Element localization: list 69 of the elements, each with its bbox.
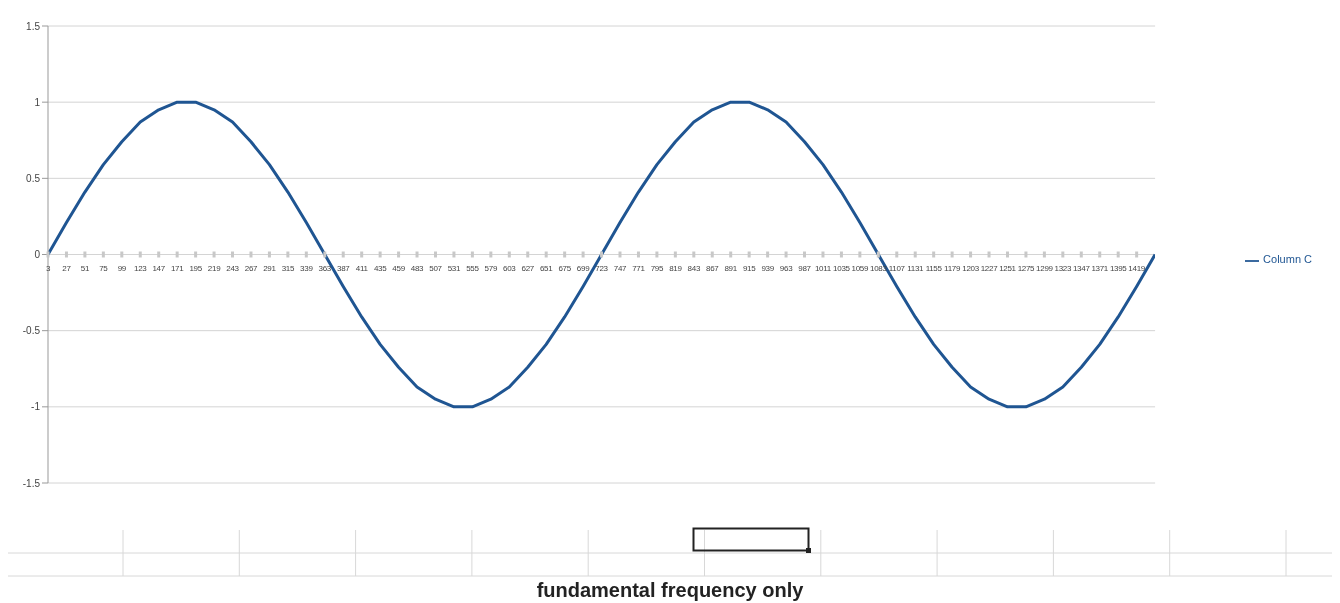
legend-label: Column C [1263,253,1312,266]
x-tick-label: 939 [761,263,775,273]
x-tick-label: 531 [447,263,462,273]
x-tick-label: 579 [484,263,498,273]
x-tick-label: 1347 [1072,263,1091,273]
x-tick-label: 771 [632,263,646,273]
y-tick-label: 1 [34,96,41,108]
text: fundamental frequency only [535,579,805,602]
x-tick-label: 963 [779,263,794,273]
x-tick-label: 1035 [833,263,851,273]
x-tick-label: 723 [595,263,609,273]
x-tick-label: 243 [226,263,240,273]
x-tick-label: 603 [503,263,517,273]
x-tick-label: 51 [80,263,90,273]
x-tick-label: 315 [281,263,295,273]
x-tick-label: 699 [576,263,591,273]
x-tick-label: 747 [613,263,628,273]
x-tick-label: 1395 [1109,263,1128,273]
x-tick-label: 1299 [1036,263,1054,273]
x-tick-label: 891 [724,263,738,273]
y-tick-label: 0.5 [26,172,41,184]
x-tick-label: 195 [189,263,203,273]
x-tick-label: 819 [669,263,683,273]
x-tick-label: 123 [134,263,148,273]
y-tick-label: -1 [31,401,41,413]
x-tick-label: 651 [539,263,554,273]
x-tick-label: 867 [706,263,720,273]
x-tick-label: 1371 [1091,263,1109,273]
x-tick-label: 507 [429,263,443,273]
x-tick-label: 3 [45,263,51,273]
y-tick-label: 0 [34,249,41,261]
x-tick-label: 1155 [925,263,943,273]
x-tick-label: 843 [687,263,701,273]
y-tick-label: -0.5 [22,325,41,337]
x-tick-label: 627 [521,263,535,273]
x-tick-label: 483 [410,263,425,273]
x-tick-label: 1059 [851,263,870,273]
x-tick-label: 267 [244,263,259,273]
x-tick-label: 915 [742,263,757,273]
x-tick-label: 1107 [888,263,906,273]
x-tick-label: 1419 [1128,263,1146,273]
x-tick-label: 555 [466,263,480,273]
x-tick-label: 291 [263,263,277,273]
x-tick-label: 339 [300,263,314,273]
x-tick-label: 411 [355,263,369,273]
x-tick-label: 459 [392,263,406,273]
y-tick-label: 1.5 [26,20,41,32]
x-tick-label: 1275 [1017,263,1036,273]
x-tick-label: 99 [117,263,127,273]
x-tick-label: 219 [207,263,222,273]
x-tick-label: 363 [318,263,332,273]
x-tick-label: 1323 [1054,263,1072,273]
x-tick-label: 1179 [944,263,961,273]
x-tick-label: 75 [99,263,109,273]
x-tick-label: 795 [650,263,664,273]
x-tick-label: 435 [373,263,388,273]
x-tick-label: 987 [798,263,812,273]
x-tick-label: 1011 [814,263,832,273]
x-tick-label: 147 [152,263,166,273]
x-tick-label: 387 [337,263,351,273]
x-tick-label: 1203 [962,263,980,273]
x-tick-label: 27 [62,263,72,273]
x-tick-label: 675 [558,263,572,273]
y-tick-label: -1.5 [22,477,41,489]
line-series [48,100,1156,409]
x-tick-label: 171 [170,263,185,273]
x-tick-label: 1227 [980,263,999,273]
x-tick-label: 1131 [907,263,925,273]
x-tick-label: 1251 [999,263,1017,273]
